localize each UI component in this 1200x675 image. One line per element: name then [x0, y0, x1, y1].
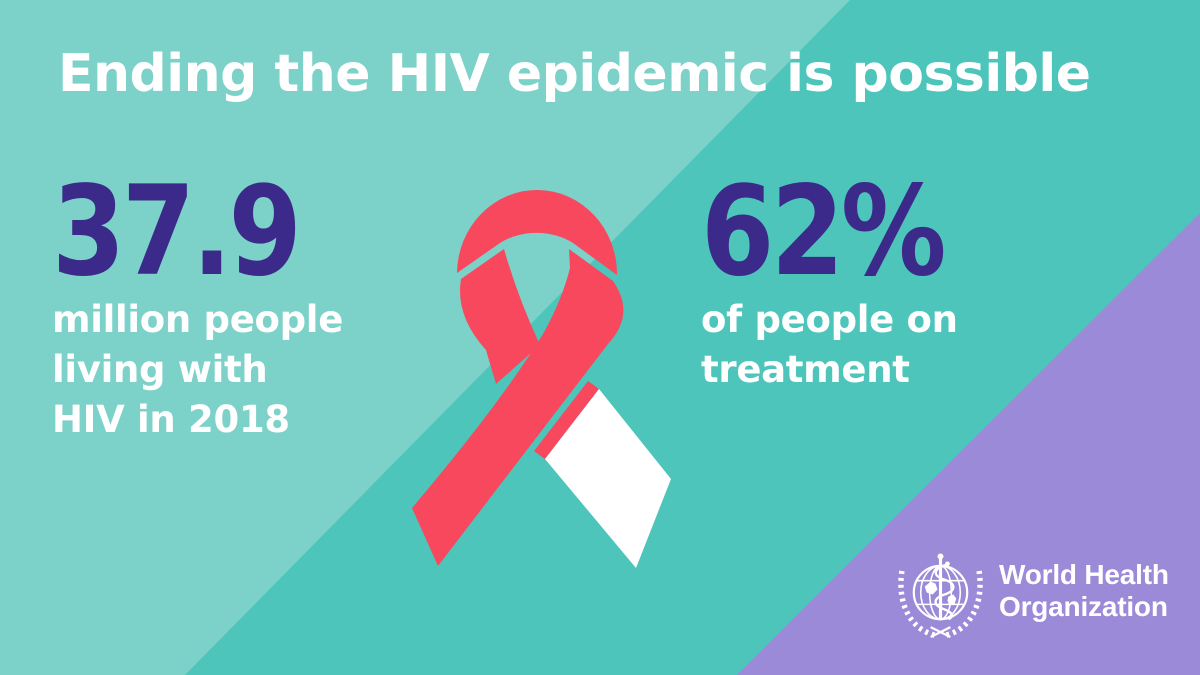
who-wordmark-line: Organization	[999, 591, 1168, 622]
who-wordmark-line: World Health	[999, 559, 1169, 590]
ribbon-back-band	[460, 249, 540, 384]
background-light-band	[0, 0, 850, 675]
stat-people-living-with-hiv: 37.9 million people living with HIV in 2…	[52, 170, 472, 445]
stat-label-line: living with	[52, 348, 268, 391]
stat-label: million people living with HIV in 2018	[52, 295, 472, 445]
stat-value: 37.9	[52, 160, 302, 304]
who-logo: World Health Organization	[895, 549, 1169, 640]
ribbon-sliver	[534, 381, 599, 459]
stat-label-line: treatment	[701, 348, 910, 391]
ribbon-front-band	[412, 249, 624, 566]
stat-value: 62%	[701, 160, 946, 304]
aids-ribbon-icon	[412, 189, 671, 568]
page-title: Ending the HIV epidemic is possible	[58, 44, 1091, 104]
ribbon-top-crescent	[457, 189, 618, 275]
who-wordmark: World Health Organization	[999, 549, 1169, 623]
corner-triangle	[737, 213, 1200, 675]
stat-label-line: HIV in 2018	[52, 398, 290, 441]
who-emblem-icon	[898, 553, 983, 639]
stat-label-line: of people on	[701, 298, 958, 341]
stat-people-on-treatment: 62% of people on treatment	[701, 170, 1121, 395]
ribbon-white-tail	[545, 389, 671, 568]
stat-label: of people on treatment	[701, 295, 1121, 395]
stat-label-line: million people	[52, 298, 343, 341]
